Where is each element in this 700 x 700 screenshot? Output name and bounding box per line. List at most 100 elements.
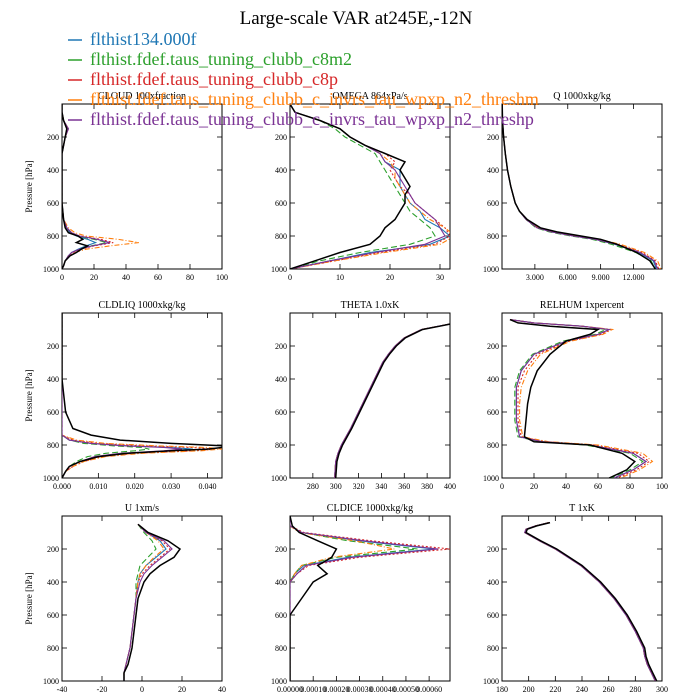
y-tick-label: 1000 [43, 677, 59, 686]
x-tick-label: 380 [421, 482, 433, 491]
series-line-5 [290, 516, 439, 681]
y-tick-label: 800 [487, 644, 499, 653]
legend: flthist134.000fflthist.fdef.taus_tuning_… [68, 29, 539, 129]
panel-title: RELHUM 1xpercent [540, 300, 624, 311]
y-tick-label: 400 [487, 166, 499, 175]
control-line [502, 104, 657, 269]
y-tick-label: 600 [47, 611, 59, 620]
y-tick-label: 200 [487, 342, 499, 351]
x-tick-label: 0.00060 [416, 685, 442, 694]
series-line-5 [509, 319, 648, 478]
x-tick-label: 0.00040 [370, 685, 396, 694]
series-line-4 [62, 313, 222, 478]
y-tick-label: 600 [275, 199, 287, 208]
x-tick-label: 40 [122, 273, 130, 282]
x-tick-label: 20 [90, 273, 98, 282]
x-tick-label: 0 [500, 482, 504, 491]
series-line-5 [524, 522, 656, 681]
series-line-3 [62, 313, 215, 478]
x-tick-label: 100 [656, 482, 668, 491]
y-tick-label: 1000 [483, 474, 499, 483]
y-tick-label: 1000 [43, 265, 59, 274]
y-tick-label: 800 [275, 441, 287, 450]
y-tick-label: 600 [47, 199, 59, 208]
x-tick-label: 300 [330, 482, 342, 491]
series-line-2 [123, 523, 157, 681]
x-tick-label: -40 [57, 685, 68, 694]
panel-1: CLOUD 100xfraction Pressure [hPa] 200 400 60… [24, 91, 228, 282]
control-line [62, 313, 222, 478]
x-tick-label: 20 [530, 482, 538, 491]
series-group [123, 523, 182, 681]
x-tick-label: 240 [576, 685, 588, 694]
y-tick-label: 200 [487, 545, 499, 554]
series-line-2 [290, 516, 418, 681]
legend-label: flthist.fdef.taus_tuning_clubb_c8m2 [90, 49, 352, 69]
series-line-1 [509, 319, 648, 478]
y-axis-label: Pressure [hPa] [24, 160, 34, 212]
y-tick-label: 200 [47, 545, 59, 554]
series-line-3 [524, 522, 656, 681]
x-tick-label: 0.020 [126, 482, 144, 491]
x-tick-label: 10 [336, 273, 344, 282]
series-group [524, 521, 658, 681]
panel-3: Q 1000xkg/kg 200 400 600 800 1000 3.000 6.000 9.… [483, 91, 663, 282]
control-line [123, 523, 182, 681]
y-axis-label: Pressure [hPa] [24, 572, 34, 624]
x-tick-label: 0.00050 [393, 685, 419, 694]
series-group [509, 318, 654, 478]
control-line [525, 521, 658, 681]
x-tick-label: 0.010 [89, 482, 107, 491]
panel-4: CLDLIQ 1000xkg/kg Pressure [hPa] 200 400 600… [24, 300, 223, 491]
x-tick-label: 3.000 [526, 273, 544, 282]
series-line-2 [290, 104, 436, 269]
x-tick-label: 180 [496, 685, 508, 694]
x-tick-label: 280 [629, 685, 641, 694]
y-tick-label: 1000 [483, 265, 499, 274]
plot-frame [289, 312, 451, 479]
x-tick-label: 9.000 [592, 273, 610, 282]
y-tick-label: 800 [47, 644, 59, 653]
series-group [290, 516, 450, 681]
panel-title: CLDICE 1000xkg/kg [327, 503, 413, 514]
y-tick-label: 400 [275, 375, 287, 384]
y-tick-label: 200 [275, 342, 287, 351]
figure-title: Large-scale VAR at245E,-12N [240, 8, 473, 29]
y-tick-label: 600 [487, 199, 499, 208]
panel-title: Q 1000xkg/kg [553, 91, 611, 102]
panel-title: THETA 1.0xK [341, 300, 400, 311]
x-tick-label: 40 [218, 685, 226, 694]
y-tick-label: 1000 [271, 474, 287, 483]
x-tick-label: 0.030 [162, 482, 180, 491]
plot-frame [501, 312, 663, 479]
x-tick-label: 220 [549, 685, 561, 694]
control-line [290, 516, 338, 681]
series-line-4 [524, 522, 656, 681]
series-line-4 [290, 516, 395, 681]
x-tick-label: 0.000 [53, 482, 71, 491]
series-group [334, 323, 450, 478]
y-tick-label: 400 [487, 578, 499, 587]
panel-title: CLOUD 100xfraction [98, 91, 186, 102]
panel-8: CLDICE 1000xkg/kg 200 400 600 800 10000.00000… [271, 503, 451, 694]
y-tick-label: 800 [275, 232, 287, 241]
y-tick-label: 1000 [43, 474, 59, 483]
x-tick-label: 20 [178, 685, 186, 694]
y-tick-label: 600 [275, 408, 287, 417]
x-tick-label: 340 [375, 482, 387, 491]
y-tick-label: 400 [275, 578, 287, 587]
y-tick-label: 200 [47, 342, 59, 351]
x-tick-label: 320 [353, 482, 365, 491]
plot-frame [61, 515, 223, 682]
y-tick-label: 800 [275, 644, 287, 653]
series-line-4 [509, 319, 654, 478]
series-line-2 [62, 313, 150, 478]
y-tick-label: 400 [47, 166, 59, 175]
control-line [509, 318, 636, 478]
y-tick-label: 200 [47, 133, 59, 142]
x-tick-label: 0.040 [198, 482, 216, 491]
control-line [62, 104, 90, 269]
series-line-3 [509, 319, 651, 478]
x-tick-label: 0.00010 [300, 685, 326, 694]
